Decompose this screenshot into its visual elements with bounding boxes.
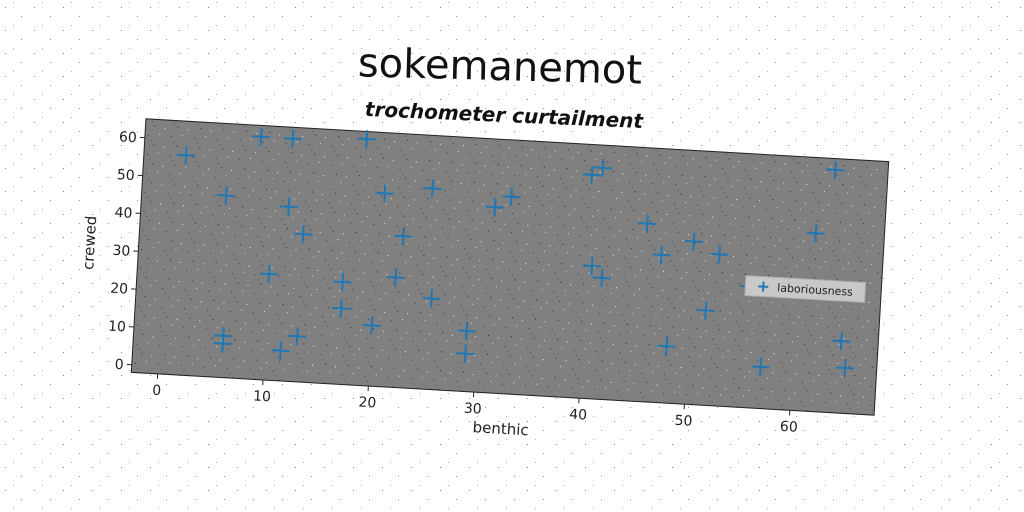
data-point [485, 198, 504, 217]
legend-marker [758, 281, 769, 292]
x-tick-label: 20 [358, 395, 377, 412]
y-tick-label: 60 [119, 129, 138, 146]
data-point [375, 184, 394, 203]
legend-box [744, 275, 867, 303]
data-point [332, 299, 351, 318]
y-axis-label: crewed [79, 215, 100, 270]
data-point [288, 327, 307, 346]
data-point [213, 334, 232, 353]
data-point [457, 321, 476, 340]
x-tick-label: 10 [253, 388, 272, 405]
y-tick-label: 30 [112, 243, 131, 260]
y-tick-label: 50 [116, 167, 135, 184]
data-point [283, 129, 302, 148]
data-point [456, 344, 475, 363]
x-tick-label: 30 [463, 401, 482, 418]
y-tick-label: 0 [114, 357, 124, 373]
legend-label: laboriousness [777, 281, 854, 298]
data-point [652, 245, 671, 264]
plot-noise [131, 118, 889, 416]
data-point [422, 289, 441, 308]
data-point [684, 232, 703, 251]
data-point [333, 272, 352, 292]
data-point [423, 179, 442, 198]
data-point [217, 186, 236, 205]
data-point [502, 187, 521, 206]
data-point [836, 358, 855, 378]
data-point [252, 127, 271, 146]
data-point [294, 225, 313, 244]
y-tick-label: 20 [110, 281, 129, 298]
data-point [271, 341, 290, 360]
data-point [582, 256, 602, 276]
data-point [751, 357, 770, 376]
data-point [362, 316, 381, 335]
x-tick-label: 40 [569, 407, 588, 424]
data-point [260, 264, 279, 284]
data-point [582, 165, 601, 184]
data-point [279, 197, 298, 216]
data-point [592, 268, 611, 288]
y-tick-label: 10 [108, 318, 127, 335]
data-point [386, 268, 405, 287]
x-tick-label: 50 [674, 413, 693, 430]
data-point [638, 214, 657, 233]
x-axis-label: benthic [472, 418, 529, 439]
data-point [832, 332, 851, 351]
legend: laboriousness [744, 275, 867, 303]
data-point [696, 301, 715, 320]
data-point [593, 158, 612, 177]
chart-title: sokemanemot [357, 40, 642, 93]
x-tick-label: 0 [152, 383, 162, 399]
axis-ticks: 0 10 20 30 40 50 60 0 10 20 30 40 50 60 [108, 129, 799, 436]
data-point [826, 160, 845, 179]
data-point [357, 130, 376, 149]
data-point [657, 337, 676, 356]
y-tick-label: 40 [114, 205, 133, 222]
data-point [710, 245, 729, 264]
plot-group: 0 10 20 30 40 50 60 0 10 20 30 40 50 60 laboriousness… [79, 118, 890, 439]
data-point [394, 227, 413, 246]
data-point [177, 146, 196, 165]
legend-plus-icon [758, 281, 769, 292]
x-tick-label: 60 [779, 419, 798, 436]
data-point [806, 224, 825, 243]
